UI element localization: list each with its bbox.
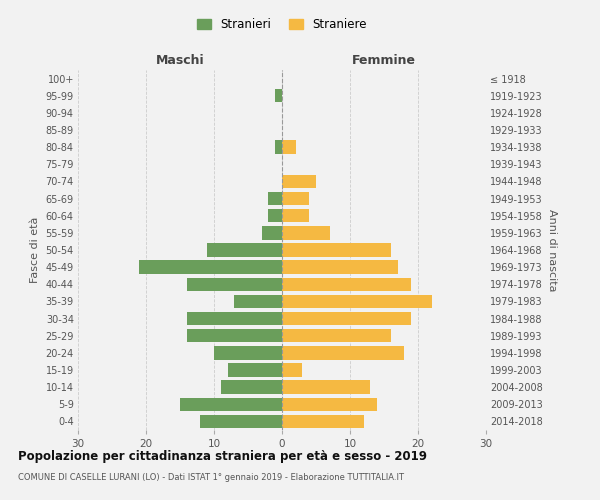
Bar xyxy=(282,312,411,326)
Y-axis label: Anni di nascita: Anni di nascita xyxy=(547,209,557,291)
Bar xyxy=(282,260,398,274)
Text: COMUNE DI CASELLE LURANI (LO) - Dati ISTAT 1° gennaio 2019 - Elaborazione TUTTIT: COMUNE DI CASELLE LURANI (LO) - Dati IST… xyxy=(18,472,404,482)
Bar xyxy=(235,294,282,308)
Bar xyxy=(282,294,431,308)
Bar xyxy=(139,260,282,274)
Y-axis label: Fasce di età: Fasce di età xyxy=(30,217,40,283)
Bar xyxy=(282,278,411,291)
Bar xyxy=(268,192,282,205)
Bar xyxy=(180,398,282,411)
Bar xyxy=(187,329,282,342)
Legend: Stranieri, Straniere: Stranieri, Straniere xyxy=(192,14,372,36)
Bar xyxy=(282,346,404,360)
Bar xyxy=(282,192,309,205)
Bar xyxy=(282,364,302,376)
Bar xyxy=(200,414,282,428)
Bar xyxy=(227,364,282,376)
Bar xyxy=(275,89,282,102)
Bar xyxy=(268,209,282,222)
Text: Popolazione per cittadinanza straniera per età e sesso - 2019: Popolazione per cittadinanza straniera p… xyxy=(18,450,427,463)
Bar xyxy=(282,226,329,239)
Bar xyxy=(282,380,370,394)
Bar xyxy=(282,140,296,154)
Bar xyxy=(282,174,316,188)
Text: Maschi: Maschi xyxy=(155,54,205,66)
Bar xyxy=(282,329,391,342)
Bar xyxy=(221,380,282,394)
Bar xyxy=(187,312,282,326)
Bar xyxy=(282,209,309,222)
Text: Femmine: Femmine xyxy=(352,54,416,66)
Bar xyxy=(207,244,282,256)
Bar xyxy=(282,244,391,256)
Bar xyxy=(282,398,377,411)
Bar xyxy=(262,226,282,239)
Bar xyxy=(187,278,282,291)
Bar xyxy=(275,140,282,154)
Bar xyxy=(214,346,282,360)
Bar xyxy=(282,414,364,428)
